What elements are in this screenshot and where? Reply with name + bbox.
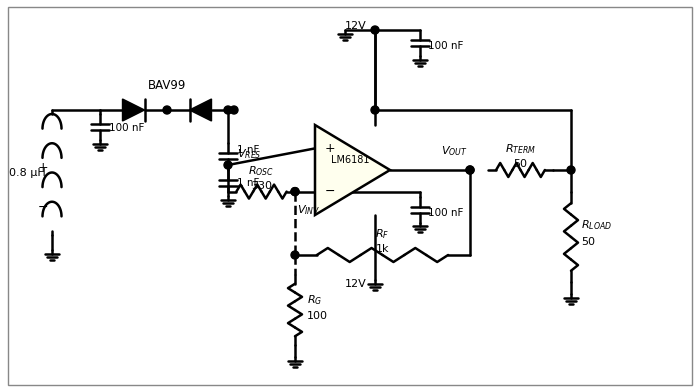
Text: $V_{OUT}$: $V_{OUT}$: [441, 144, 468, 158]
Text: 50: 50: [581, 237, 595, 247]
Circle shape: [230, 106, 238, 114]
Polygon shape: [122, 99, 144, 121]
Circle shape: [291, 251, 299, 259]
Text: $V_{RES}$: $V_{RES}$: [237, 147, 262, 161]
Text: $R_{OSC}$: $R_{OSC}$: [248, 164, 274, 177]
Text: 1 nF: 1 nF: [237, 145, 260, 155]
Text: −: −: [325, 185, 335, 198]
Circle shape: [224, 106, 232, 114]
Text: 12V: 12V: [345, 21, 367, 31]
Text: 100 nF: 100 nF: [428, 207, 463, 218]
Circle shape: [371, 106, 379, 114]
Text: $R_G$: $R_G$: [307, 293, 323, 307]
Circle shape: [567, 166, 575, 174]
Text: $R_{TERM}$: $R_{TERM}$: [505, 142, 536, 156]
Text: 0.8 μH: 0.8 μH: [9, 167, 46, 177]
Circle shape: [466, 166, 474, 174]
Text: 1 nF: 1 nF: [237, 178, 260, 188]
Text: BAV99: BAV99: [148, 79, 186, 92]
Text: 100: 100: [307, 311, 328, 321]
Text: 12V: 12V: [345, 279, 367, 289]
Text: 50: 50: [514, 159, 528, 169]
Text: $R_F$: $R_F$: [375, 227, 390, 241]
Text: 1k: 1k: [376, 244, 389, 254]
Text: +: +: [37, 161, 48, 174]
Text: −: −: [38, 201, 48, 214]
Text: 330: 330: [251, 181, 272, 191]
Text: 100 nF: 100 nF: [109, 123, 144, 133]
Circle shape: [224, 161, 232, 169]
Text: +: +: [325, 142, 335, 155]
Text: $V_{INV}$: $V_{INV}$: [297, 204, 321, 217]
Text: $R_{LOAD}$: $R_{LOAD}$: [581, 218, 612, 232]
Circle shape: [291, 188, 299, 196]
Circle shape: [163, 106, 171, 114]
Text: LM6181: LM6181: [331, 155, 370, 165]
Circle shape: [466, 166, 474, 174]
Polygon shape: [315, 125, 390, 215]
Text: 100 nF: 100 nF: [428, 41, 463, 51]
Circle shape: [291, 188, 299, 196]
Circle shape: [371, 26, 379, 34]
Polygon shape: [190, 99, 211, 121]
